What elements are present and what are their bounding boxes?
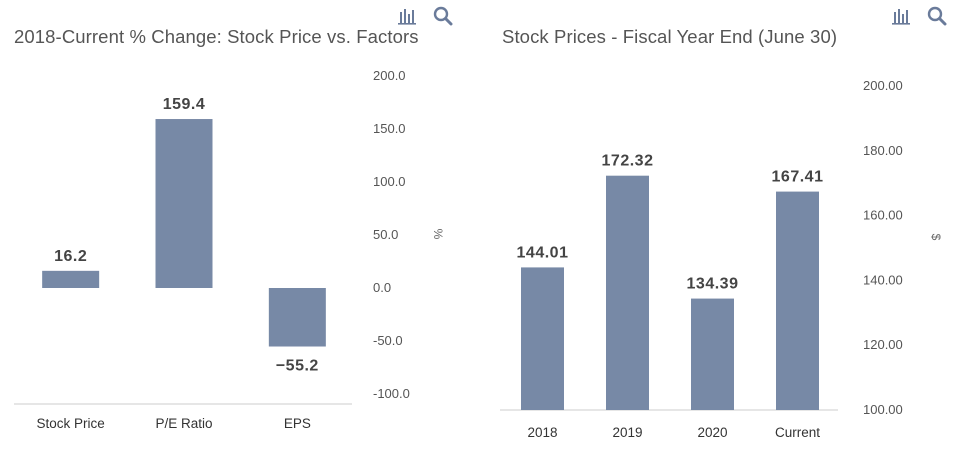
y-tick-label: 120.00 <box>863 337 903 352</box>
chart-title: 2018-Current % Change: Stock Price vs. F… <box>14 26 419 47</box>
chart-toolbar <box>396 6 454 26</box>
y-tick-label: 50.0 <box>373 227 398 242</box>
y-tick-label: 0.0 <box>373 280 391 295</box>
y-tick-label: 180.00 <box>863 143 903 158</box>
bar-chart-icon[interactable] <box>890 6 912 26</box>
search-icon[interactable] <box>926 6 948 26</box>
y-tick-label: 100.0 <box>373 174 406 189</box>
y-tick-label: 140.00 <box>863 272 903 287</box>
y-tick-label: -50.0 <box>373 333 403 348</box>
percent-change-bar-chart: 200.0 150.0 100.0 50.0 0.0 -50.0 -100.0% 16.2 St… <box>14 68 445 431</box>
bar-current[interactable] <box>776 191 819 410</box>
bar-2019[interactable] <box>606 175 649 410</box>
x-category-label: 2019 <box>612 425 642 440</box>
y-tick-label: 200.0 <box>373 68 406 83</box>
x-category-label: 2018 <box>527 425 557 440</box>
search-icon[interactable] <box>432 6 454 26</box>
data-label: 144.01 <box>517 244 569 261</box>
y-tick-label: -100.0 <box>373 386 410 401</box>
x-category-label: P/E Ratio <box>155 416 212 431</box>
data-label: 172.32 <box>602 153 654 170</box>
data-label: −55.2 <box>276 358 319 375</box>
y-tick-label: 100.00 <box>863 402 903 417</box>
data-label: 134.39 <box>687 276 739 293</box>
y-tick-label: 200.00 <box>863 78 903 93</box>
bar-eps[interactable] <box>268 288 326 347</box>
x-category-label: Stock Price <box>37 416 105 431</box>
y-tick-label: 150.0 <box>373 121 406 136</box>
bar-2018[interactable] <box>521 267 564 410</box>
chart-title: Stock Prices - Fiscal Year End (June 30) <box>502 26 838 47</box>
bar-chart-icon[interactable] <box>396 6 418 26</box>
y-axis-unit-label: % <box>431 229 445 240</box>
stock-prices-bar-chart: 200.00 180.00 160.00 140.00 120.00 100.00 $144… <box>500 78 943 440</box>
x-category-label: Current <box>775 425 820 440</box>
y-tick-label: 160.00 <box>863 208 903 223</box>
bar-p-e-ratio[interactable] <box>155 119 213 288</box>
chart-panel-stock-prices: Stock Prices - Fiscal Year End (June 30)… <box>488 0 958 468</box>
x-category-label: EPS <box>284 416 311 431</box>
data-label: 159.4 <box>163 96 206 113</box>
chart-toolbar <box>890 6 948 26</box>
chart-panel-percent-change: 2018-Current % Change: Stock Price vs. F… <box>0 0 470 468</box>
y-axis-unit-label: $ <box>929 234 943 241</box>
bar-2020[interactable] <box>691 298 734 410</box>
data-label: 16.2 <box>54 248 87 265</box>
x-category-label: 2020 <box>697 425 727 440</box>
bar-stock-price[interactable] <box>42 270 100 288</box>
data-label: 167.41 <box>772 169 824 186</box>
